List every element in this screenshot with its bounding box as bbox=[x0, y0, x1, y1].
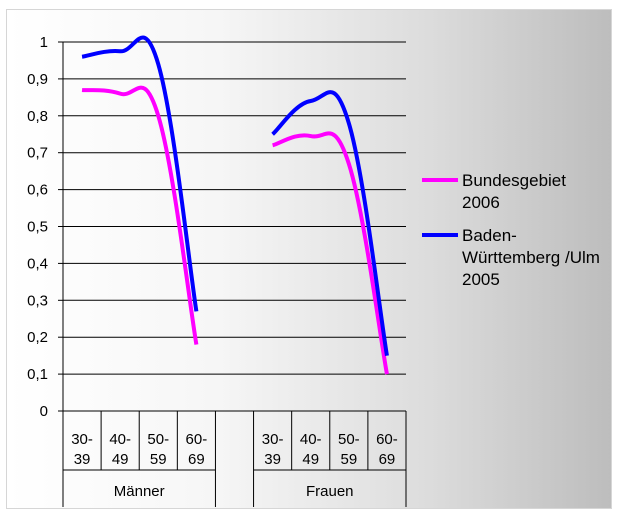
y-tick-label: 0,8 bbox=[27, 108, 48, 125]
legend-label: 2005 bbox=[462, 270, 500, 289]
x-tick-label: 60- bbox=[376, 431, 398, 448]
x-tick-label: 69 bbox=[379, 451, 396, 468]
x-tick-label: 30- bbox=[71, 431, 93, 448]
series-line bbox=[81, 35, 199, 312]
y-tick-label: 0,6 bbox=[27, 182, 48, 199]
x-tick-label: 39 bbox=[74, 451, 91, 468]
x-tick-label: 60- bbox=[186, 431, 208, 448]
x-tick-label: 59 bbox=[340, 451, 357, 468]
y-tick-label: 0,4 bbox=[27, 255, 48, 272]
x-tick-label: 50- bbox=[338, 431, 360, 448]
legend-label: Baden- bbox=[462, 226, 517, 245]
x-group-label: Männer bbox=[114, 483, 165, 500]
x-tick-label: 39 bbox=[264, 451, 281, 468]
series-line bbox=[271, 90, 389, 356]
y-tick-label: 0,7 bbox=[27, 145, 48, 162]
legend-label: 2006 bbox=[462, 193, 500, 212]
x-tick-label: 30- bbox=[262, 431, 284, 448]
y-tick-label: 0,3 bbox=[27, 292, 48, 309]
x-tick-label: 40- bbox=[109, 431, 131, 448]
x-group-label: Frauen bbox=[306, 483, 354, 500]
y-tick-label: 0,1 bbox=[27, 366, 48, 383]
legend-label: Württemberg /Ulm bbox=[462, 248, 600, 267]
x-tick-label: 50- bbox=[147, 431, 169, 448]
legend-label: Bundesgebiet bbox=[462, 171, 566, 190]
x-tick-label: 69 bbox=[188, 451, 205, 468]
y-tick-label: 0 bbox=[40, 403, 48, 420]
x-tick-label: 59 bbox=[150, 451, 167, 468]
x-tick-label: 49 bbox=[112, 451, 129, 468]
y-tick-label: 0,9 bbox=[27, 71, 48, 88]
y-tick-label: 0,2 bbox=[27, 329, 48, 346]
x-tick-label: 40- bbox=[300, 431, 322, 448]
y-tick-label: 1 bbox=[40, 34, 48, 51]
x-tick-label: 49 bbox=[302, 451, 319, 468]
y-tick-label: 0,5 bbox=[27, 219, 48, 236]
series-line bbox=[81, 85, 199, 345]
series-line bbox=[271, 131, 389, 375]
